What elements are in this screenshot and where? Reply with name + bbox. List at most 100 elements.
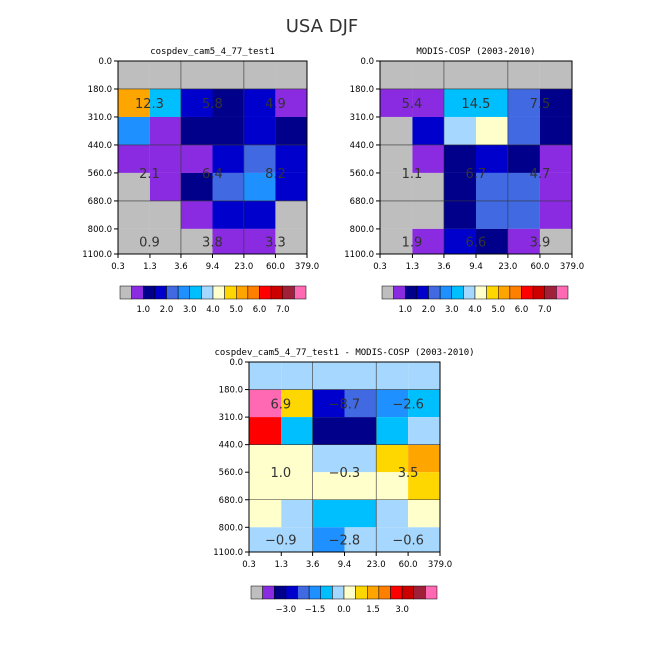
heatmap-cell [507,200,540,229]
y-tick-label: 180.0 [88,85,112,95]
heatmap-cell [376,417,409,445]
x-tick-label: 9.4 [469,262,483,272]
legend-swatch [212,285,225,300]
y-tick-label: 0.0 [98,57,112,67]
data-label: 3.8 [202,235,223,250]
heatmap-cell [380,116,413,145]
x-tick-label: 60.0 [266,262,285,272]
legend-label: 4.0 [468,305,482,315]
x-tick-label: 0.3 [242,560,256,570]
heatmap-cell [408,389,440,418]
heatmap-cell [539,228,572,254]
data-label: 4.9 [265,97,286,112]
legend-label: 4.0 [206,305,220,315]
heatmap-cell [507,172,540,201]
heatmap-cell [249,362,282,390]
legend-swatch [413,585,426,600]
legend-label: −3.0 [276,605,297,615]
heatmap-cell [281,444,313,473]
heatmap-cell [149,228,181,254]
y-tick-label: 440.0 [88,141,112,151]
heatmap-cell [476,61,508,89]
heatmap-cell [443,61,476,89]
data-label: 1.0 [270,466,291,481]
legend-swatch [474,285,487,300]
data-label: −2.8 [329,534,361,549]
legend-label: 3.0 [445,305,459,315]
heatmap-cell [149,88,181,117]
data-label: 3.9 [530,235,551,250]
data-label: 1.1 [402,167,423,182]
heatmap-cell [149,200,181,229]
heatmap-cell [507,228,540,254]
heatmap-cell [380,144,413,173]
heatmap-cell [275,228,307,254]
legend-swatch [428,285,441,300]
y-tick-label: 680.0 [88,197,112,207]
panel-title: MODIS-COSP (2003-2010) [416,47,535,57]
data-label: −2.6 [392,397,424,412]
data-label: 6.6 [466,235,487,250]
x-tick-label: 379.0 [560,262,584,272]
legend-swatch [556,285,569,300]
legend-swatch [401,585,414,600]
heatmap-cell [376,444,409,473]
heatmap-cell [281,417,313,445]
x-tick-label: 23.0 [367,560,386,570]
data-label: 12.3 [135,97,164,112]
y-tick-label: 560.0 [219,468,243,478]
heatmap-cell [344,527,377,552]
heatmap-cell [249,417,282,445]
legend-swatch [297,585,310,600]
y-tick-label: 310.0 [88,113,112,123]
legend-swatch [250,585,263,600]
legend-swatch [308,585,321,600]
legend-swatch [532,285,545,300]
x-tick-label: 379.0 [428,560,452,570]
heatmap-cell [539,116,572,145]
heatmap-cell [443,144,476,173]
heatmap-cell [312,472,345,500]
heatmap-cell [212,200,244,229]
data-label: 6.4 [202,167,223,182]
legend-label: 2.0 [422,305,436,315]
legend-swatch [498,285,511,300]
heatmap-cell [212,144,244,173]
heatmap-cell [243,61,276,89]
data-label: 6.7 [466,167,487,182]
y-tick-label: 800.0 [219,523,243,533]
heatmap-cell [344,472,377,500]
heatmap-cell [243,144,276,173]
legend-swatch [236,285,249,300]
legend-swatch [544,285,557,300]
heatmap-cell [118,144,150,173]
y-tick-label: 1100.0 [213,548,243,558]
legend-label: 3.0 [183,305,197,315]
heatmap-cell [476,228,508,254]
heatmap-cell [312,444,345,473]
legend-label: 3.0 [395,605,409,615]
heatmap-cell [149,116,181,145]
heatmap-cell [380,228,413,254]
data-label: −0.9 [265,534,297,549]
legend-swatch [463,285,476,300]
heatmap-cell [380,172,413,201]
heatmap-cell [212,116,244,145]
heatmap-cell [539,88,572,117]
x-tick-label: 1.3 [143,262,157,272]
y-tick-label: 310.0 [219,413,243,423]
heatmap-cell [344,444,377,473]
heatmap-cell [243,200,276,229]
heatmap-cell [376,527,409,552]
heatmap-cell [243,116,276,145]
heatmap-cell [118,228,150,254]
heatmap-cell [249,527,282,552]
heatmap-cell [180,61,213,89]
heatmap-cell [376,499,409,528]
heatmap-cell [180,172,213,201]
x-tick-label: 9.4 [338,560,352,570]
legend-swatch [274,585,287,600]
heatmap-cell [275,61,307,89]
heatmap-cell [118,172,150,201]
